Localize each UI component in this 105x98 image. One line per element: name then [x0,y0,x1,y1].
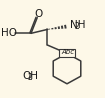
Text: 2: 2 [75,22,80,31]
Text: O: O [34,9,42,19]
Text: OH: OH [23,71,39,81]
Text: HO: HO [1,28,18,38]
FancyBboxPatch shape [59,49,75,57]
Text: NH: NH [70,20,85,30]
Text: Abc: Abc [61,49,74,55]
Text: 2: 2 [28,73,32,82]
